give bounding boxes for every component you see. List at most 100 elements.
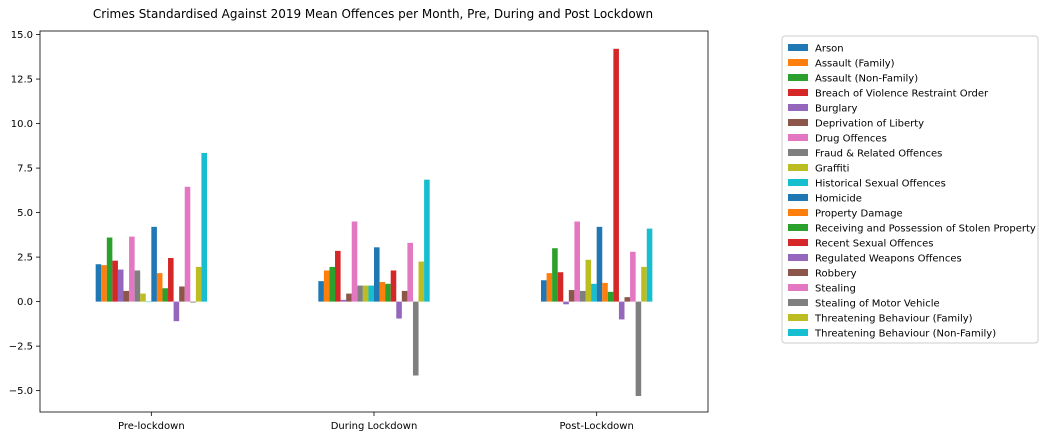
bar-17-0 bbox=[190, 301, 196, 303]
bar-2-1 bbox=[329, 266, 336, 302]
bar-0-2 bbox=[541, 280, 547, 302]
chart-title: Crimes Standardised Against 2019 Mean Of… bbox=[93, 7, 653, 21]
legend: Arson Assault (Family) Assault (Non-Family… bbox=[781, 35, 1039, 344]
bar-8-1 bbox=[362, 285, 369, 302]
bar-11-0 bbox=[156, 273, 163, 302]
legend-label: Breach of Violence Restraint Order bbox=[815, 89, 989, 100]
bar-0-0 bbox=[95, 264, 102, 302]
bar-0-1 bbox=[318, 281, 324, 302]
legend-label: Fraud & Related Offences bbox=[815, 149, 942, 160]
bar-15-2 bbox=[624, 297, 631, 302]
y-tick-label: −2.5 bbox=[9, 342, 33, 353]
bar-2-0 bbox=[106, 237, 113, 302]
bar-12-2 bbox=[607, 291, 614, 302]
y-tick-label: 12.5 bbox=[11, 75, 33, 86]
bar-16-2 bbox=[630, 251, 636, 302]
bar-19-1 bbox=[424, 179, 430, 302]
legend-swatch bbox=[788, 224, 808, 231]
y-tick-label: 10.0 bbox=[11, 119, 33, 130]
y-tick-label: 0.0 bbox=[17, 297, 33, 308]
bar-16-1 bbox=[407, 242, 413, 302]
legend-label: Drug Offences bbox=[815, 134, 887, 145]
bar-1-1 bbox=[323, 270, 330, 302]
bar-7-0 bbox=[134, 270, 141, 302]
x-tick-label: Pre-lockdown bbox=[118, 421, 185, 432]
bar-6-1 bbox=[351, 221, 358, 302]
bar-1-2 bbox=[546, 273, 553, 302]
bar-3-2 bbox=[557, 272, 564, 302]
legend-frame bbox=[781, 35, 1039, 344]
bar-7-2 bbox=[579, 290, 586, 302]
legend-swatch bbox=[788, 134, 808, 141]
legend-label: Threatening Behaviour (Non-Family) bbox=[814, 329, 996, 340]
legend-swatch bbox=[788, 209, 808, 216]
bar-6-0 bbox=[129, 236, 135, 302]
bar-18-1 bbox=[418, 261, 425, 302]
legend-label: Assault (Non-Family) bbox=[815, 74, 918, 85]
bar-10-0 bbox=[151, 226, 157, 302]
bar-8-0 bbox=[140, 293, 146, 302]
bar-5-1 bbox=[346, 293, 352, 302]
legend-label: Recent Sexual Offences bbox=[815, 239, 934, 250]
y-tick-label: 5.0 bbox=[17, 208, 33, 219]
legend-swatch bbox=[788, 179, 808, 186]
y-tick-label: 7.5 bbox=[17, 164, 33, 175]
bar-5-2 bbox=[568, 290, 575, 302]
legend-label: Regulated Weapons Offences bbox=[815, 254, 962, 265]
bar-5-0 bbox=[123, 290, 130, 302]
legend-swatch bbox=[788, 59, 808, 66]
bar-17-2 bbox=[635, 301, 642, 396]
legend-label: Stealing of Motor Vehicle bbox=[815, 299, 940, 310]
bar-11-2 bbox=[602, 282, 608, 302]
y-tick-label: 2.5 bbox=[17, 253, 33, 264]
legend-swatch bbox=[788, 254, 808, 261]
legend-label: Historical Sexual Offences bbox=[815, 179, 946, 190]
x-tick-label: During Lockdown bbox=[331, 421, 418, 432]
legend-label: Receiving and Possession of Stolen Prope… bbox=[815, 224, 1036, 235]
legend-label: Arson bbox=[815, 44, 844, 55]
legend-swatch bbox=[788, 104, 808, 111]
legend-swatch bbox=[788, 314, 808, 321]
bar-19-2 bbox=[646, 228, 653, 302]
bar-13-0 bbox=[168, 258, 174, 302]
y-tick-label: 15.0 bbox=[11, 30, 33, 41]
bar-9-0 bbox=[145, 301, 152, 303]
bar-group bbox=[95, 48, 653, 396]
bar-1-0 bbox=[101, 265, 107, 302]
y-tick-label: −5.0 bbox=[9, 386, 33, 397]
bar-3-0 bbox=[112, 260, 118, 302]
bar-7-1 bbox=[357, 285, 363, 302]
legend-label: Graffiti bbox=[815, 164, 849, 175]
legend-swatch bbox=[788, 149, 808, 156]
bar-14-0 bbox=[173, 301, 180, 322]
bar-15-0 bbox=[179, 286, 185, 302]
bar-10-2 bbox=[596, 226, 603, 302]
bar-12-0 bbox=[162, 288, 169, 302]
bar-18-2 bbox=[641, 266, 647, 302]
bar-14-2 bbox=[618, 301, 625, 320]
legend-label: Threatening Behaviour (Family) bbox=[814, 314, 973, 325]
legend-label: Robbery bbox=[815, 269, 857, 280]
x-axis: Pre-lockdown During Lockdown Post-Lockdown bbox=[118, 412, 634, 432]
bar-11-1 bbox=[379, 282, 386, 302]
legend-label: Deprivation of Liberty bbox=[815, 119, 924, 130]
bar-9-2 bbox=[591, 283, 597, 302]
bar-16-0 bbox=[184, 186, 191, 302]
bar-14-1 bbox=[396, 301, 402, 319]
plot-frame bbox=[39, 30, 709, 413]
bar-19-0 bbox=[201, 152, 207, 302]
y-axis: −5.0 −2.5 0.0 2.5 5.0 7.5 10.0 12.5 15.0 bbox=[9, 30, 40, 397]
bar-15-1 bbox=[401, 290, 408, 302]
bar-9-1 bbox=[368, 285, 374, 302]
legend-label: Homicide bbox=[815, 194, 862, 205]
bar-2-2 bbox=[552, 248, 558, 302]
bar-4-0 bbox=[117, 269, 124, 302]
legend-swatch bbox=[788, 299, 808, 306]
legend-swatch bbox=[788, 329, 808, 336]
bar-13-2 bbox=[613, 48, 619, 302]
legend-swatch bbox=[788, 74, 808, 81]
legend-swatch bbox=[788, 239, 808, 246]
bar-13-1 bbox=[390, 270, 397, 302]
legend-swatch bbox=[788, 119, 808, 126]
bar-4-2 bbox=[563, 301, 569, 305]
